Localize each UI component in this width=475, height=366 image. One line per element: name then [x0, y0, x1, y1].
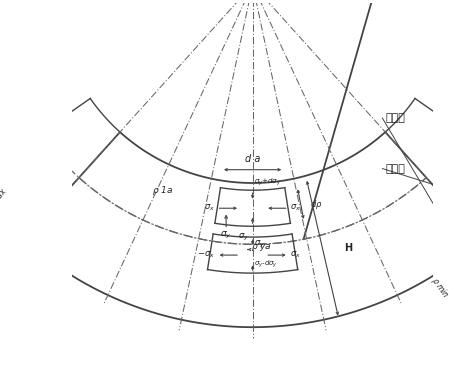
Text: d$\rho$: d$\rho$ — [310, 198, 322, 210]
Text: $\sigma_y$: $\sigma_y$ — [255, 239, 265, 250]
Text: $\rho$ max: $\rho$ max — [0, 186, 10, 213]
Text: $\rho$ ya: $\rho$ ya — [251, 242, 272, 253]
Text: $\rho$ min: $\rho$ min — [428, 274, 452, 301]
Text: $\sigma_y$: $\sigma_y$ — [220, 229, 232, 240]
Text: $-\sigma_x$: $-\sigma_x$ — [197, 250, 215, 260]
Text: $\sigma_y$-d$\sigma_y$: $\sigma_y$-d$\sigma_y$ — [255, 258, 278, 269]
Text: $\sigma_x$: $\sigma_x$ — [291, 250, 301, 260]
Text: d a: d a — [245, 154, 260, 164]
Text: $\rho$ 1a: $\rho$ 1a — [152, 184, 174, 197]
Text: $\sigma_y$: $\sigma_y$ — [238, 232, 249, 243]
Text: H: H — [344, 243, 352, 253]
Text: $\sigma_y$+d$\sigma_y$: $\sigma_y$+d$\sigma_y$ — [255, 177, 282, 188]
Text: $\sigma_x$: $\sigma_x$ — [291, 203, 301, 213]
Text: 压缩区: 压缩区 — [386, 113, 406, 123]
Text: $\sigma_x$: $\sigma_x$ — [204, 203, 215, 213]
Text: 拉伸区: 拉伸区 — [386, 164, 406, 173]
